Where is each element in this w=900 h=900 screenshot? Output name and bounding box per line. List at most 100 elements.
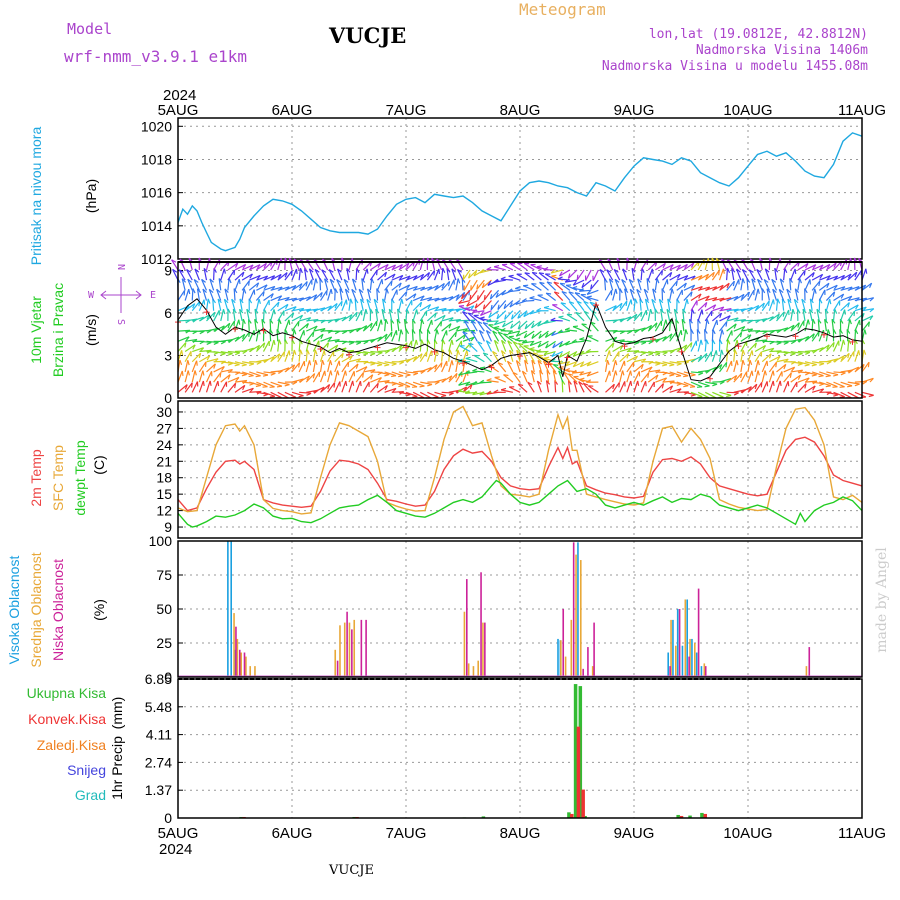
wind-barb-flag: [839, 386, 845, 388]
wind-barb: [655, 377, 667, 383]
wind-barb-flag: [466, 350, 469, 356]
wind-barb: [847, 339, 850, 352]
wind-barb-flag: [420, 295, 425, 301]
wind-barb: [234, 333, 246, 342]
wind-barb: [847, 286, 860, 291]
wind-barb-flag: [273, 309, 276, 315]
wind-barb-flag: [511, 314, 514, 320]
cloud_high-bar: [700, 666, 703, 677]
wind-barb: [223, 299, 229, 311]
wind-barb-flag: [754, 342, 757, 348]
wind-barb: [334, 352, 344, 363]
wind-barb: [654, 278, 658, 291]
wind-barb-flag: [369, 308, 374, 314]
wind-barb: [818, 263, 831, 271]
wind-barb: [747, 350, 753, 362]
wind-barb-flag: [634, 314, 638, 320]
wind-barb-flag: [573, 380, 578, 385]
wind-barb-flag: [234, 363, 240, 367]
wind-barb: [231, 299, 236, 311]
wind-barb: [783, 366, 795, 373]
wind-barb-flag: [277, 301, 280, 308]
wind-barb-flag: [669, 364, 675, 367]
wind-barb: [277, 339, 280, 352]
wind-barb: [478, 330, 485, 342]
wind-barb-flag: [256, 282, 260, 288]
wind-barb: [583, 300, 592, 312]
wind-barb: [833, 371, 846, 374]
wind-barb: [543, 350, 556, 356]
wind-barb-flag: [202, 380, 205, 387]
wind-barb-flag: [833, 394, 839, 397]
wind-barb: [405, 299, 413, 312]
wind-barb-flag: [766, 288, 771, 293]
wind-barb: [224, 288, 229, 301]
wind-barb-flag: [754, 383, 758, 390]
wind-barb: [516, 273, 528, 281]
wind-barb: [381, 309, 386, 322]
wind-barb: [740, 360, 744, 373]
wind-barb-flag: [470, 336, 475, 342]
wind-barb-flag: [501, 322, 506, 328]
wind-barb-flag: [682, 308, 687, 314]
cloud_high-bar: [234, 649, 236, 677]
wind-barb: [626, 340, 639, 344]
wind-barb: [840, 273, 852, 281]
wind-barb-flag: [490, 304, 493, 310]
wind-barb: [256, 275, 268, 281]
wind-barb-flag: [273, 339, 276, 345]
cloud_low-bar: [346, 611, 348, 677]
wind-barb: [277, 391, 289, 399]
wind-barb-flag: [833, 284, 838, 290]
wind-barb-flag: [293, 329, 297, 335]
wind-barb-flag: [552, 343, 556, 349]
wind-barb: [523, 330, 535, 339]
wind-barb: [644, 298, 649, 311]
wind-barb-flag: [560, 282, 566, 285]
wind-barb: [441, 296, 454, 302]
wind-barb-flag: [680, 330, 683, 336]
wind-barb: [238, 309, 243, 322]
wind-barb-flag: [486, 378, 492, 381]
wind-barb: [592, 269, 599, 282]
wind-barb: [177, 329, 191, 332]
wind-barb-flag: [239, 308, 244, 314]
wind-barb: [705, 297, 718, 302]
wind-barb-flag: [599, 268, 605, 273]
wind-barb: [537, 340, 549, 348]
wind-barb: [719, 282, 730, 291]
wind-barb-flag: [489, 294, 493, 300]
wind-barb-flag: [689, 318, 693, 324]
wind-barb-flag: [480, 366, 486, 369]
legend-hail: Zaledj.Kisa: [37, 737, 106, 753]
wind-barb: [662, 271, 673, 281]
cloud_mid-bar: [805, 666, 808, 677]
wind-barb: [658, 298, 664, 311]
wind-barb-flag: [469, 384, 473, 390]
wind-barb: [797, 335, 810, 342]
wind-barb: [647, 381, 655, 393]
temp-ytick-label: 15: [156, 486, 172, 502]
wind-barb-flag: [681, 318, 686, 324]
wind-barb-flag: [726, 283, 730, 289]
cloud_mid-bar: [477, 660, 479, 677]
wind-barb: [772, 288, 778, 301]
wind-barb: [291, 297, 304, 302]
wind-barb: [468, 269, 478, 279]
wind-barb: [384, 331, 393, 342]
wind-barb: [263, 356, 275, 363]
wind-barb-flag: [614, 278, 620, 283]
wind-barb: [783, 350, 796, 355]
wind-barb: [348, 298, 352, 311]
wind-barb-flag: [783, 364, 787, 370]
wind-barb: [626, 380, 632, 393]
wind-barb: [812, 361, 825, 365]
wind-barb: [501, 389, 513, 393]
wind-barb-flag: [531, 359, 536, 365]
wind-barb: [199, 349, 212, 353]
wind-barb: [434, 314, 446, 322]
wind-barb: [507, 340, 514, 352]
wind-barb: [626, 361, 635, 373]
wind-barb: [293, 258, 300, 271]
wind-barb: [783, 309, 790, 322]
